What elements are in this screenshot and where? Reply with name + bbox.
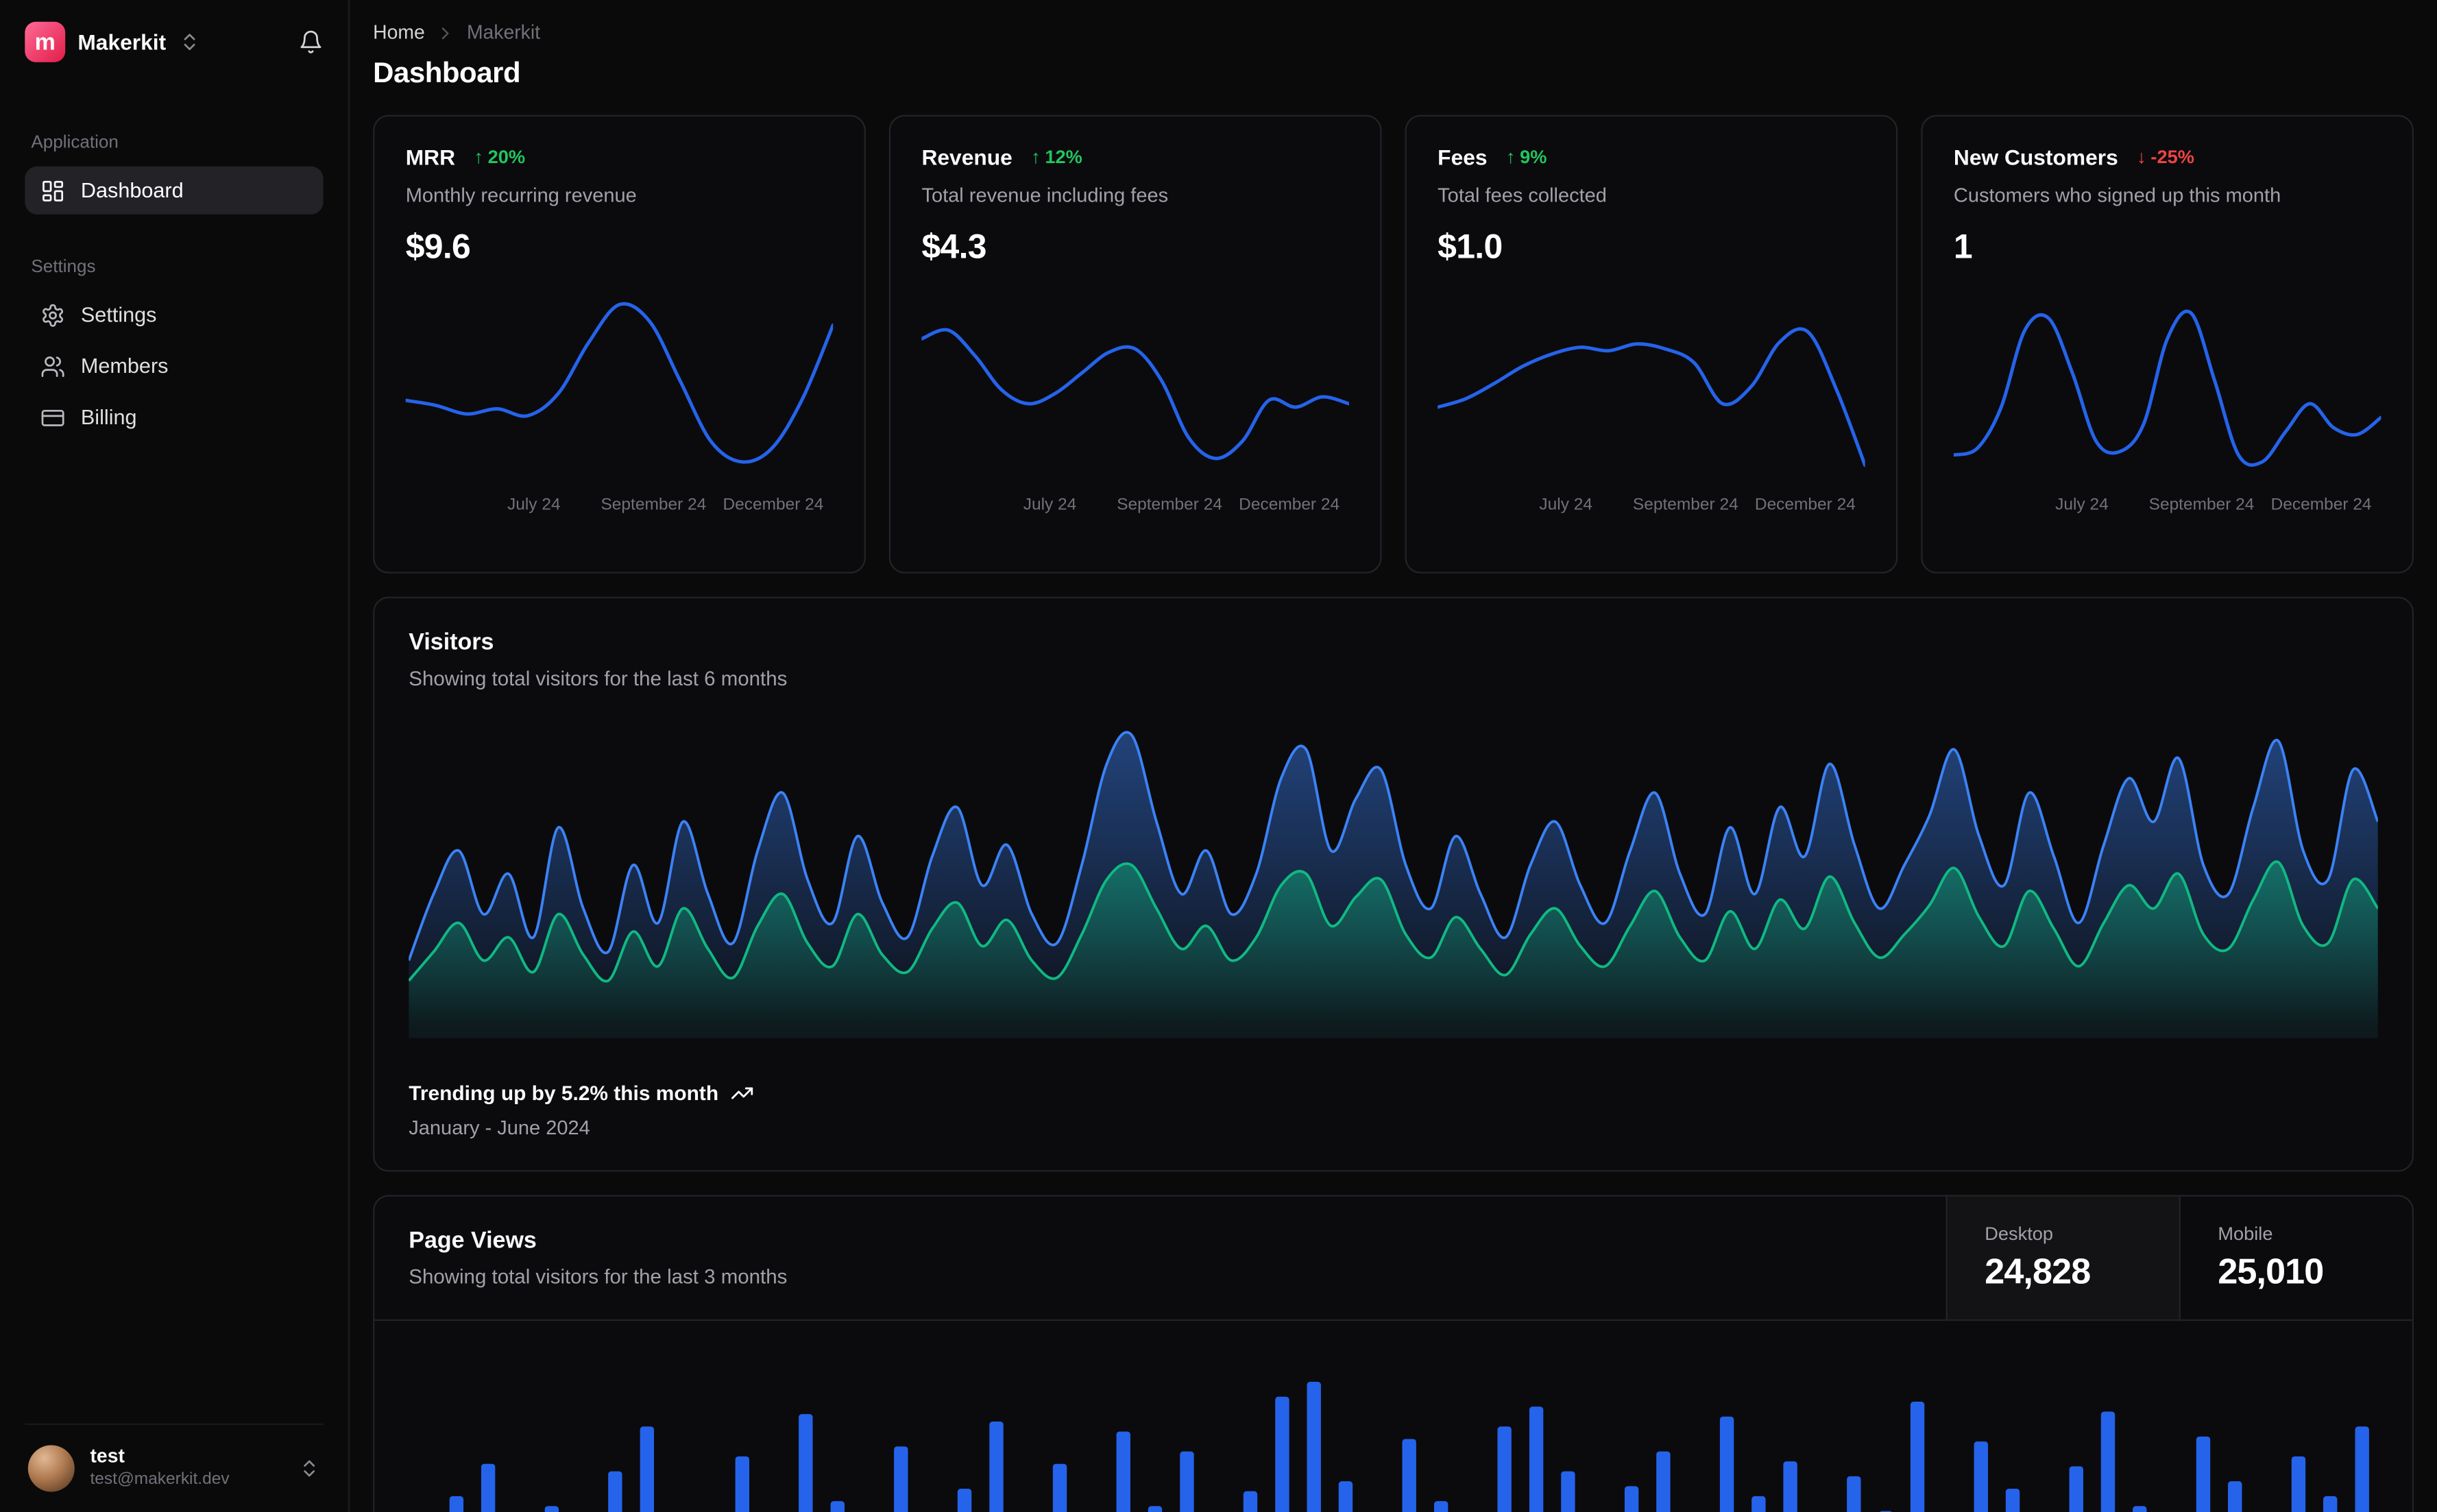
stat-title: Revenue [921,144,1013,170]
sidebar: m Makerkit Application Dashboard Setting… [0,0,350,1512]
visitors-title: Visitors [409,629,494,656]
x-axis-labels: July 24 September 24 December 24 [1539,496,1856,515]
stat-subtitle: Monthly recurring revenue [405,183,637,207]
stat-value: $1.0 [1438,227,1503,266]
user-email: test@makerkit.dev [90,1470,230,1489]
sidebar-item-label: Billing [80,405,137,429]
user-name: test [90,1446,125,1468]
sidebar-item-dashboard[interactable]: Dashboard [25,166,324,215]
sparkline-chart [1953,295,2381,485]
sidebar-item-label: Members [80,354,169,378]
arrow-up-icon: ↑ [1505,146,1516,168]
trending-up-icon [731,1087,753,1099]
sparkline-chart [921,295,1349,485]
workspace-logo: m [25,21,66,62]
main-content: Home Makerkit Dashboard MRR ↑ 20% Monthly… [350,0,2437,1512]
breadcrumb: Home Makerkit [373,22,2414,44]
stat-subtitle: Customers who signed up this month [1953,183,2281,207]
trend-badge: ↑ 12% [1030,146,1082,168]
x-axis-labels: July 24 September 24 December 24 [1023,496,1340,515]
sidebar-section-settings: Settings [31,258,96,277]
sidebar-item-settings[interactable]: Settings [25,291,323,339]
breadcrumb-home-link[interactable]: Home [373,21,425,44]
bell-icon [300,30,322,53]
sidebar-item-label: Settings [80,303,157,327]
visitors-footer: Trending up by 5.2% this month January -… [409,1082,2378,1139]
stat-card-new-customers: New Customers ↓ -25% Customers who signed… [1921,114,2414,574]
x-axis-labels: July 24 September 24 December 24 [2055,496,2372,515]
workspace-name: Makerkit [77,29,167,55]
x-axis-labels: July 24 September 24 December 24 [507,496,824,515]
toggle-value: 24,828 [1985,1251,2091,1292]
page-views-card: Page Views Showing total visitors for th… [373,1195,2414,1512]
stat-title: Fees [1438,144,1488,170]
stat-title: MRR [405,144,456,170]
visitors-trend-line: Trending up by 5.2% this month [409,1082,2378,1105]
credit-card-icon [41,409,64,426]
sparkline-chart [405,295,834,485]
stat-title: New Customers [1953,144,2118,170]
stat-value: $4.3 [921,227,986,266]
page-views-toggle-mobile[interactable]: Mobile 25,010 [2179,1196,2412,1319]
stat-card-revenue: Revenue ↑ 12% Total revenue including fee… [888,114,1382,574]
user-menu[interactable]: test test@makerkit.dev [25,1423,324,1512]
chevrons-up-down-icon [304,1460,315,1477]
stat-subtitle: Total fees collected [1438,183,1607,207]
page-views-toggle-desktop[interactable]: Desktop 24,828 [1945,1196,2179,1319]
sparkline-chart [1438,295,1865,485]
toggle-label: Mobile [2218,1223,2273,1245]
gear-icon [43,303,64,326]
sidebar-section-application: Application [31,133,119,153]
toggle-label: Desktop [1985,1223,2054,1245]
workspace-logo-letter: m [34,28,56,56]
stat-card-mrr: MRR ↑ 20% Monthly recurring revenue $9.6 … [373,114,866,574]
toggle-value: 25,010 [2218,1251,2324,1292]
chevron-right-icon [442,27,450,39]
layout-dashboard-icon [43,180,64,201]
chevrons-up-down-icon [184,34,195,51]
page-views-header: Page Views Showing total visitors for th… [374,1196,2412,1321]
arrow-down-icon: ↓ [2137,146,2146,168]
stat-value: $9.6 [405,227,471,266]
stat-card-fees: Fees ↑ 9% Total fees collected $1.0 July … [1405,114,1898,574]
notifications-button[interactable] [298,29,323,54]
arrow-up-icon: ↑ [474,146,483,168]
stat-subtitle: Total revenue including fees [921,183,1169,207]
page-views-subtitle: Showing total visitors for the last 3 mo… [409,1265,788,1289]
trend-badge: ↓ -25% [2137,146,2194,168]
page-title: Dashboard [373,56,521,89]
stat-value: 1 [1953,227,1973,266]
page-views-bar-chart [409,1352,2378,1512]
stat-cards-row: MRR ↑ 20% Monthly recurring revenue $9.6 … [373,114,2414,574]
page-views-title: Page Views [409,1228,537,1254]
workspace-switcher[interactable]: m Makerkit [25,16,323,69]
sidebar-item-billing[interactable]: Billing [25,393,323,441]
trend-badge: ↑ 9% [1505,146,1547,168]
visitors-subtitle: Showing total visitors for the last 6 mo… [409,666,788,690]
arrow-up-icon: ↑ [1030,146,1041,168]
visitors-date-range: January - June 2024 [409,1115,590,1139]
visitors-area-chart [409,731,2378,1038]
users-icon [41,355,64,376]
breadcrumb-current: Makerkit [466,21,541,44]
visitors-card: Visitors Showing total visitors for the … [373,596,2414,1172]
sidebar-item-label: Dashboard [80,178,184,202]
user-avatar [27,1445,75,1492]
sidebar-item-members[interactable]: Members [25,342,323,390]
trend-badge: ↑ 20% [474,146,526,168]
